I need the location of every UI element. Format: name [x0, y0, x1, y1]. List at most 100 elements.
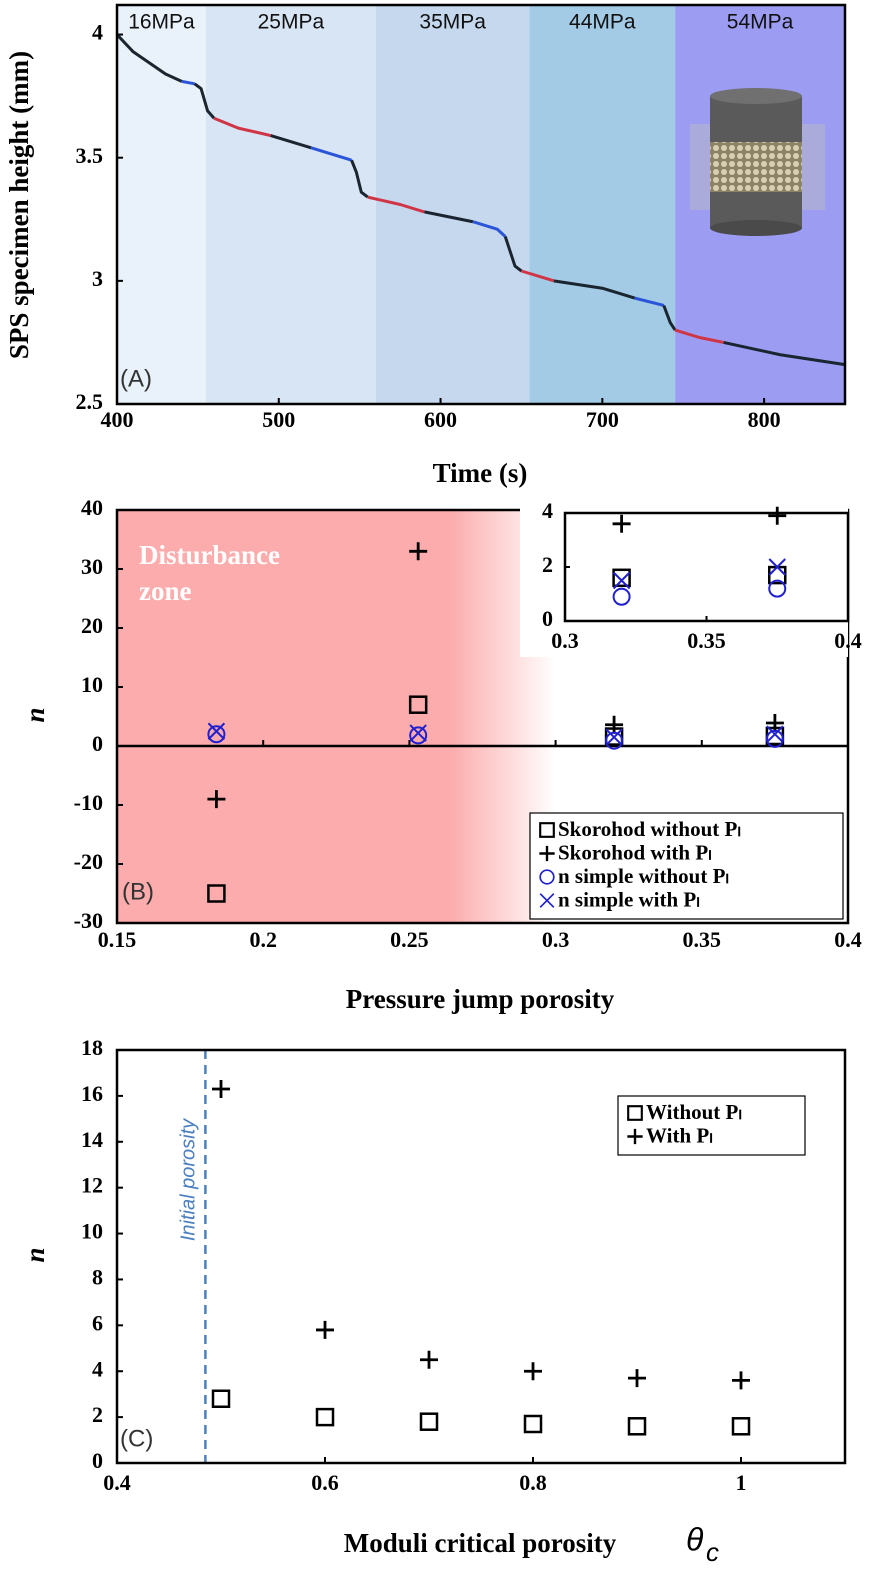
x-tick-label: 0.35: [683, 927, 722, 952]
marker-plus: [627, 1128, 643, 1145]
height-line: [723, 340, 846, 367]
y-axis-title: SPS specimen height (mm): [4, 51, 34, 359]
x-tick-label: 0.25: [390, 927, 429, 952]
y-tick-label: -30: [74, 908, 103, 933]
y-tick-label: 4: [92, 20, 103, 45]
legend-label: Skorohod without Pₗ: [558, 817, 741, 841]
marker-plus: [212, 1080, 230, 1099]
pressure-band: [529, 5, 676, 404]
height-line: [503, 236, 523, 273]
marker-plus: [768, 506, 787, 525]
y-tick-label: -10: [74, 790, 103, 815]
marker-cross: [409, 724, 427, 742]
marker-square: [627, 1417, 647, 1436]
y-tick-label: 0: [92, 1448, 103, 1473]
x-tick-label: 0.6: [311, 1470, 339, 1495]
y-tick-label: 20: [81, 613, 103, 638]
y-tick-label: -20: [74, 849, 103, 874]
height-line: [193, 82, 216, 120]
y-axis-title: n: [20, 707, 50, 722]
inset-background: [520, 505, 848, 657]
x-axis-title: Time (s): [433, 458, 528, 488]
y-tick-label: 2.5: [76, 389, 104, 414]
y-tick-label: 30: [81, 554, 103, 579]
powder: [710, 142, 802, 192]
height-line: [521, 269, 555, 283]
x-axis-title: Pressure jump porosity: [346, 984, 615, 1014]
marker-circle: [409, 726, 428, 745]
inset: 0 2 4 0.3 0.35 0.4: [520, 498, 862, 657]
band-label: 44MPa: [569, 11, 636, 34]
marker-square: [207, 884, 226, 903]
band-label: 54MPa: [727, 11, 794, 34]
x-axis-title: Moduli critical porosity: [344, 1528, 617, 1558]
disturbance-zone: [117, 510, 556, 923]
marker-square: [419, 1412, 439, 1431]
marker-square: [408, 695, 428, 714]
x-tick-label: 700: [586, 407, 619, 432]
y-tick-label: 0: [92, 731, 103, 756]
x-tick-label: 600: [424, 407, 457, 432]
x-tick-label: 0.2: [249, 927, 277, 952]
panel-label: (C): [120, 1425, 153, 1452]
marker-square: [523, 1414, 543, 1434]
band-label: 25MPa: [258, 11, 325, 34]
pressure-band: [117, 5, 206, 404]
x-tick-label: 800: [748, 407, 781, 432]
height-line: [634, 296, 665, 307]
y-tick-label: 40: [81, 495, 103, 520]
height-line: [472, 220, 507, 238]
marker-plus: [207, 790, 226, 809]
x-tick-label: 0.4: [834, 927, 862, 952]
vline-label: Initial porosity: [178, 1118, 200, 1241]
y-tick-label: 8: [92, 1264, 103, 1289]
y-tick-label: 10: [81, 1219, 103, 1244]
marker-plus: [612, 514, 631, 533]
x-tick-label: 0.3: [542, 927, 570, 952]
height-line: [424, 210, 474, 224]
y-tick-label: 4: [92, 1356, 103, 1381]
marker-plus: [539, 845, 555, 862]
y-tick-label: 12: [81, 1173, 103, 1198]
marker-cross: [766, 725, 784, 743]
marker-plus: [732, 1371, 750, 1390]
marker-square: [211, 1389, 231, 1409]
x-tick-label: 500: [262, 407, 295, 432]
height-line: [662, 304, 677, 331]
band-label: 16MPa: [128, 11, 195, 34]
panel-a: 16MPa 25MPa 35MPa 44MPa 54MPa 2.5 3 3.5 4 400 500 6…: [4, 3, 847, 488]
marker-circle: [539, 869, 555, 885]
legend-box: [617, 1095, 806, 1156]
height-line: [310, 146, 353, 162]
marker-plus: [420, 1350, 438, 1369]
marker-circle: [612, 587, 631, 606]
marker-plus: [628, 1369, 646, 1388]
y-tick-label: 3.5: [76, 143, 104, 168]
marker-square: [612, 568, 631, 588]
punch-bottom-face: [710, 220, 802, 236]
marker-circle: [207, 725, 226, 744]
marker-circle: [605, 731, 624, 750]
marker-circle: [765, 729, 784, 748]
marker-plus: [409, 542, 428, 561]
marker-square: [627, 1105, 643, 1121]
panel-label: (A): [120, 365, 152, 392]
panel-c: Initial porosity 0 2 4 6 8 10 12 14 16 18 0.4 0.6 0.8…: [20, 1035, 847, 1567]
y-tick-label: 14: [81, 1127, 103, 1152]
pressure-band: [205, 5, 376, 404]
marker-cross: [768, 558, 786, 576]
x-tick-label: 0.4: [103, 1470, 131, 1495]
height-line: [674, 328, 724, 344]
height-line: [270, 134, 312, 150]
y-tick-label: 16: [81, 1081, 103, 1106]
legend-label: Without Pₗ: [646, 1100, 742, 1124]
inset-frame: [563, 511, 850, 623]
specimen-illustration: [690, 88, 825, 236]
x-tick-label: 1: [736, 1470, 747, 1495]
inset-x-tick-label: 0.4: [834, 628, 862, 653]
marker-plus: [524, 1362, 542, 1381]
marker-plus: [316, 1320, 334, 1339]
